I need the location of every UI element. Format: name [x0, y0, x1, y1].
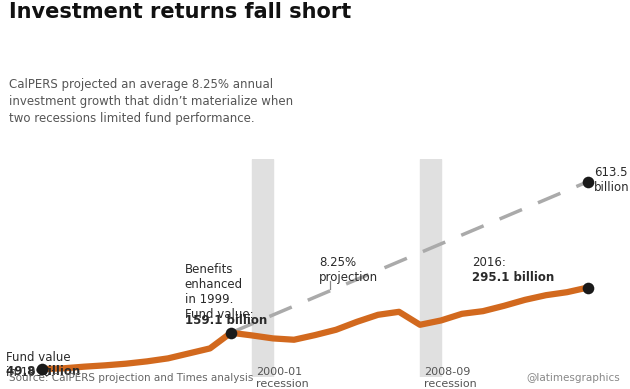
- Point: [226, 329, 236, 336]
- Text: Source: CalPERS projection and Times analysis: Source: CalPERS projection and Times ana…: [9, 373, 254, 383]
- Text: 2008-09
recession: 2008-09 recession: [424, 367, 477, 389]
- Text: Investment returns fall short: Investment returns fall short: [9, 2, 352, 22]
- Bar: [420, 159, 441, 377]
- Text: 8.25%
projection: 8.25% projection: [319, 256, 379, 284]
- Text: 159.1 billion: 159.1 billion: [185, 314, 267, 327]
- Text: CalPERS projected an average 8.25% annual
investment growth that didn’t material: CalPERS projected an average 8.25% annua…: [9, 78, 294, 125]
- Text: Benefits
enhanced
in 1999.
Fund value:: Benefits enhanced in 1999. Fund value:: [185, 263, 253, 321]
- Text: 613.5
billion: 613.5 billion: [594, 166, 630, 194]
- Text: 295.1 billion: 295.1 billion: [472, 271, 555, 284]
- Text: @latimesgraphics: @latimesgraphics: [527, 373, 621, 383]
- Text: Fund value
in 1990:: Fund value in 1990:: [6, 351, 71, 379]
- Point: [583, 179, 593, 185]
- Text: 2016:: 2016:: [472, 256, 507, 269]
- Point: [583, 284, 593, 291]
- Bar: [252, 159, 273, 377]
- Text: 2000-01
recession: 2000-01 recession: [256, 367, 309, 389]
- Text: 49.8 billion: 49.8 billion: [6, 365, 81, 378]
- Point: [37, 366, 47, 372]
